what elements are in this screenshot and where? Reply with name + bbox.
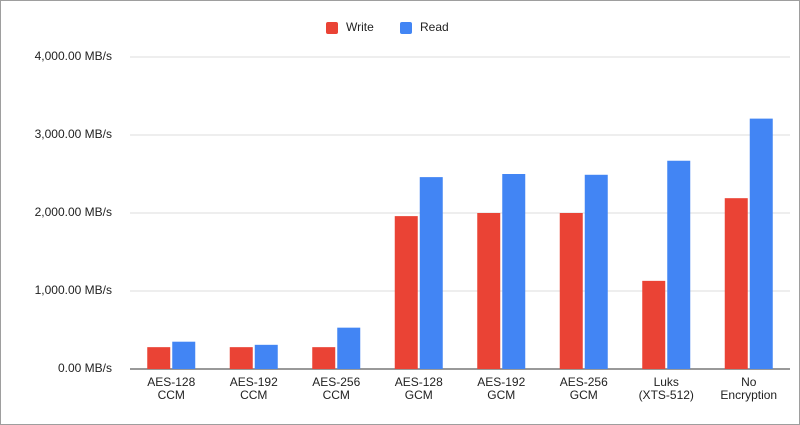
x-tick-line: AES-128: [147, 375, 195, 389]
x-tick-line: CCM: [323, 388, 350, 402]
x-tick-line: GCM: [570, 388, 598, 402]
x-tick-label: No Encryption: [720, 375, 777, 402]
bar: [584, 174, 608, 369]
bar: [172, 341, 196, 369]
x-tick-label: AES-128 CCM: [147, 375, 195, 402]
x-tick-label: AES-192 GCM: [477, 375, 525, 402]
bar: [254, 344, 278, 369]
x-tick-line: No: [741, 375, 757, 389]
bar: [337, 327, 361, 369]
y-tick-label: 4,000.00 MB/s: [35, 49, 112, 63]
x-tick-line: CCM: [240, 388, 267, 402]
legend-label: Read: [420, 20, 449, 34]
bar: [667, 160, 691, 369]
x-tick-line: Luks: [654, 375, 679, 389]
x-tick-label: AES-192 CCM: [230, 375, 278, 402]
y-tick-label: 2,000.00 MB/s: [35, 205, 112, 219]
bar: [229, 347, 253, 369]
x-tick-line: AES-192: [230, 375, 278, 389]
x-tick-line: (XTS-512): [639, 388, 694, 402]
bar: [559, 213, 583, 369]
x-tick-line: Encryption: [720, 388, 777, 402]
y-tick-label: 3,000.00 MB/s: [35, 127, 112, 141]
x-tick-label: AES-256 GCM: [560, 375, 608, 402]
y-tick-label: 1,000.00 MB/s: [35, 283, 112, 297]
bar: [147, 347, 171, 369]
x-tick-label: AES-256 CCM: [312, 375, 360, 402]
bar: [477, 213, 501, 369]
bar: [394, 216, 418, 369]
bar: [642, 280, 666, 369]
bar: [749, 118, 773, 370]
legend-label: Write: [346, 20, 374, 34]
x-tick-line: AES-128: [395, 375, 443, 389]
bar: [419, 177, 443, 369]
x-tick-line: GCM: [487, 388, 515, 402]
y-tick-label: 0.00 MB/s: [58, 361, 112, 375]
legend-swatch: [326, 22, 338, 34]
x-tick-line: GCM: [405, 388, 433, 402]
x-tick-label: Luks (XTS-512): [639, 375, 694, 402]
bar: [724, 198, 748, 369]
x-tick-line: CCM: [158, 388, 185, 402]
bar: [312, 347, 336, 369]
x-tick-label: AES-128 GCM: [395, 375, 443, 402]
bar: [502, 174, 526, 369]
legend-swatch: [400, 22, 412, 34]
x-tick-line: AES-256: [560, 375, 608, 389]
x-tick-line: AES-192: [477, 375, 525, 389]
x-tick-line: AES-256: [312, 375, 360, 389]
